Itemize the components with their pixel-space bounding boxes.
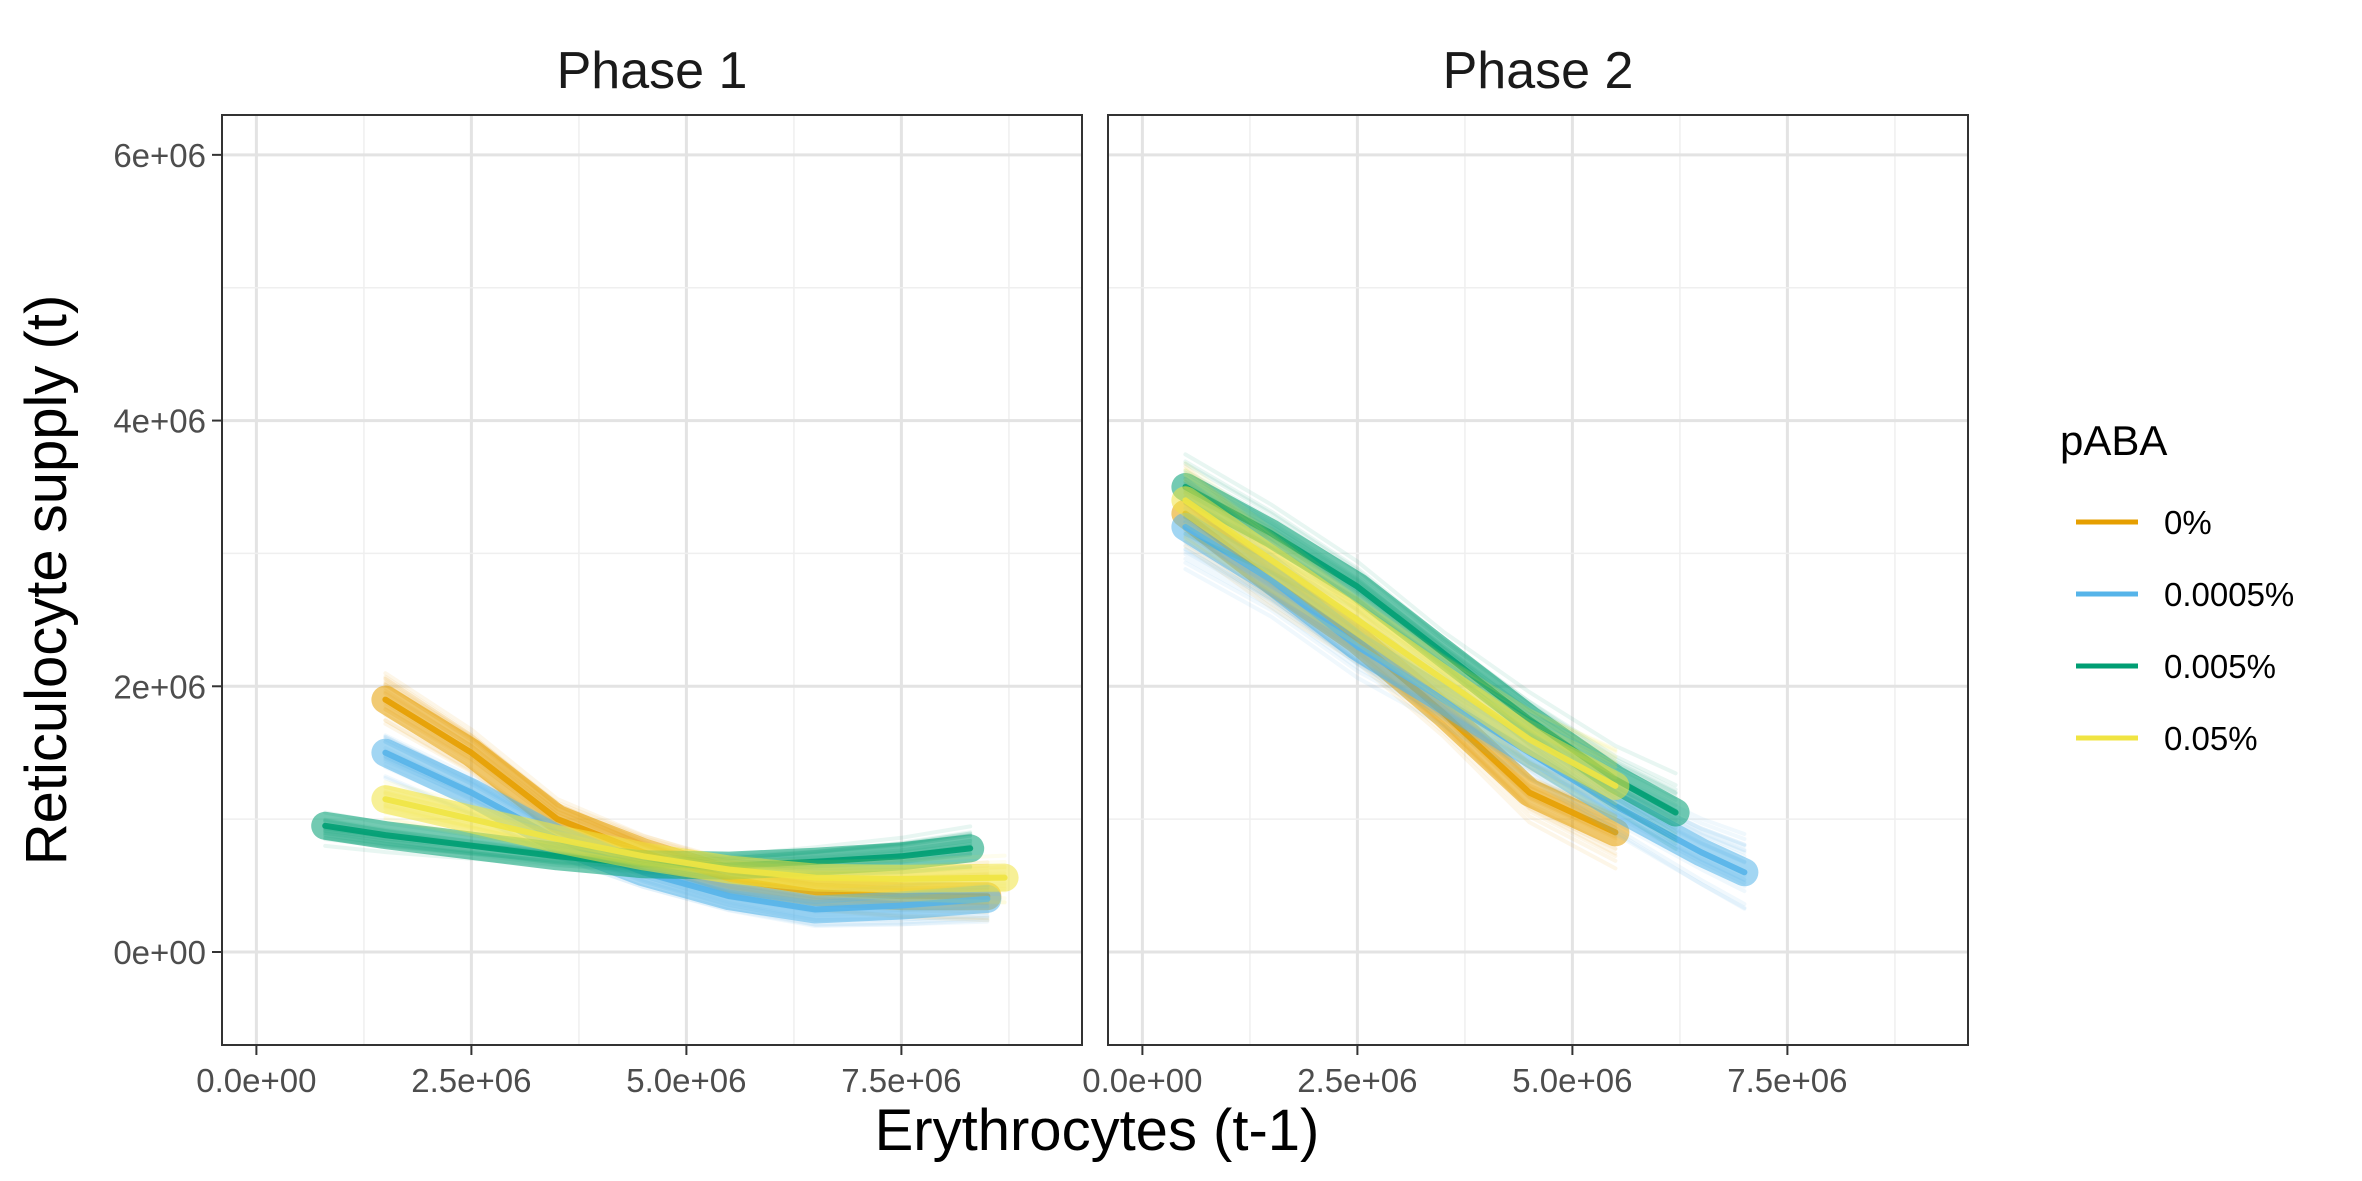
- panel-1: Phase 1 0.0e+00 2.5e+06 5.0e+06 7.5e+06 0e+00…: [113, 42, 1083, 1099]
- ensemble-line: [1183, 539, 1618, 863]
- ensemble-line: [1183, 560, 1747, 894]
- legend-label: 0.05%: [2164, 720, 2258, 757]
- x-tick-label: 7.5e+06: [1727, 1062, 1847, 1099]
- legend-item: 0.05%: [2076, 720, 2258, 757]
- legend-label: 0.005%: [2164, 648, 2276, 685]
- panel-border: [1107, 114, 1969, 1046]
- ensemble-line: [1183, 468, 1618, 760]
- x-tick-label: 5.0e+06: [626, 1062, 746, 1099]
- legend-label: 0%: [2164, 504, 2212, 541]
- series-0.05%: [1171, 461, 1630, 824]
- y-axis-title: Reticulocyte supply (t): [14, 295, 79, 866]
- panel-title: Phase 2: [1443, 42, 1634, 100]
- series-line: [382, 749, 991, 913]
- legend-title: pABA: [2060, 417, 2167, 464]
- x-tick-label: 0.0e+00: [196, 1062, 316, 1099]
- legend-item: 0%: [2076, 504, 2212, 541]
- ensemble-line: [1183, 544, 1618, 871]
- x-tick-label: 2.5e+06: [411, 1062, 531, 1099]
- y-tick-label: 0e+00: [113, 934, 206, 971]
- x-tick-label: 7.5e+06: [841, 1062, 961, 1099]
- series-line: [382, 796, 1008, 882]
- ensemble-line: [1183, 471, 1618, 752]
- y-tick-label: 6e+06: [113, 137, 206, 174]
- ensemble-line: [1183, 461, 1618, 755]
- ensemble-line: [1183, 466, 1618, 759]
- legend-item: 0.0005%: [2076, 576, 2294, 613]
- ensemble-line: [1183, 535, 1618, 820]
- series-group: [311, 671, 1019, 929]
- y-tick-label: 4e+06: [113, 403, 206, 440]
- panels-layer: Phase 1 0.0e+00 2.5e+06 5.0e+06 7.5e+06 0e+00…: [113, 42, 1969, 1099]
- gridlines: [222, 115, 1082, 1045]
- ensemble-line: [1183, 467, 1618, 753]
- ensemble-line: [1183, 537, 1618, 812]
- x-axis-title: Erythrocytes (t-1): [875, 1098, 1320, 1163]
- panel-border: [221, 114, 1083, 1046]
- y-tick-label: 2e+06: [113, 668, 206, 705]
- panel-title: Phase 1: [557, 42, 748, 100]
- legend-label: 0.0005%: [2164, 576, 2294, 613]
- legend-item: 0.005%: [2076, 648, 2276, 685]
- series-0.05%: [371, 779, 1019, 905]
- x-tick-label: 5.0e+06: [1512, 1062, 1632, 1099]
- series-line: [1182, 497, 1619, 789]
- ensemble-line: [1183, 543, 1747, 911]
- panel-2: Phase 2 0.0e+00 2.5e+06 5.0e+06 7.5e+06: [1082, 42, 1969, 1099]
- series-group: [1171, 452, 1759, 911]
- x-tick-label: 2.5e+06: [1297, 1062, 1417, 1099]
- legend: pABA 0% 0.0005% 0.005% 0.05%: [2060, 417, 2294, 757]
- ensemble-line: [1183, 567, 1747, 910]
- x-tick-label: 0.0e+00: [1082, 1062, 1202, 1099]
- ensemble-line: [1183, 452, 1678, 776]
- ensemble-line: [1183, 522, 1618, 824]
